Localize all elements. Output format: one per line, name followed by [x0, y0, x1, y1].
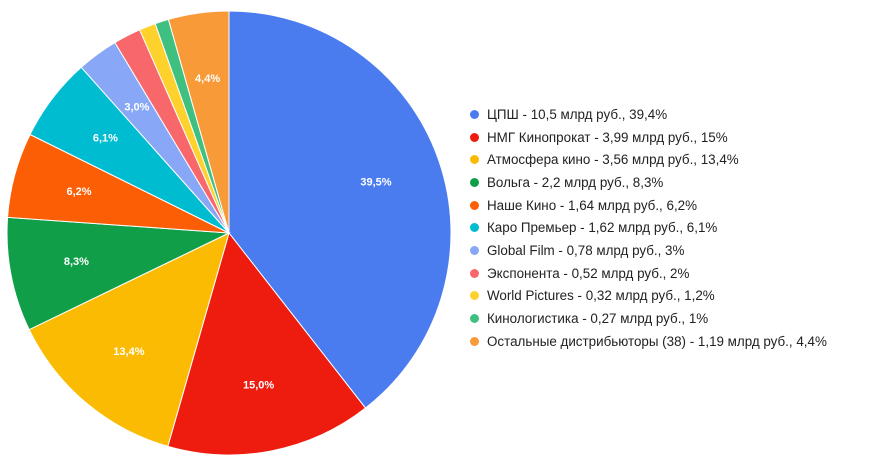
legend-label: Каро Премьер - 1,62 млрд руб., 6,1% — [487, 220, 718, 236]
slice-label: 15,0% — [243, 380, 274, 392]
legend-item: World Pictures - 0,32 млрд руб., 1,2% — [470, 285, 827, 308]
legend-swatch — [470, 155, 479, 165]
legend-label: Экспонента - 0,52 млрд руб., 2% — [487, 265, 690, 281]
chart-legend: ЦПШ - 10,5 млрд руб., 39,4% НМГ Кинопрока… — [470, 103, 827, 353]
legend-label: Global Film - 0,78 млрд руб., 3% — [487, 242, 685, 258]
legend-swatch — [470, 291, 479, 301]
legend-swatch — [470, 177, 479, 187]
legend-label: Вольга - 2,2 млрд руб., 8,3% — [487, 174, 664, 190]
legend-swatch — [470, 223, 479, 233]
legend-item: Наше Кино - 1,64 млрд руб., 6,2% — [470, 194, 827, 217]
legend-swatch — [470, 109, 479, 119]
legend-swatch — [470, 314, 479, 324]
legend-label: World Pictures - 0,32 млрд руб., 1,2% — [487, 288, 715, 304]
slice-label: 6,2% — [66, 186, 91, 198]
slice-labels: 39,5% 15,0% 13,4% 8,3% 6,2% 6,1% 3,0% 4,4% — [64, 73, 392, 392]
pie-slice — [228, 10, 452, 409]
legend-item: Экспонента - 0,52 млрд руб., 2% — [470, 262, 827, 285]
slice-label: 6,1% — [93, 133, 118, 145]
slice-label: 39,5% — [360, 176, 391, 188]
legend-item: Атмосфера кино - 3,56 млрд руб., 13,4% — [470, 148, 827, 171]
legend-swatch — [470, 268, 479, 278]
legend-label: Остальные дистрибьюторы (38) - 1,19 млрд… — [487, 333, 827, 349]
legend-label: Атмосфера кино - 3,56 млрд руб., 13,4% — [487, 152, 739, 168]
legend-label: Наше Кино - 1,64 млрд руб., 6,2% — [487, 197, 698, 213]
legend-item: Остальные дистрибьюторы (38) - 1,19 млрд… — [470, 330, 827, 353]
legend-swatch — [470, 245, 479, 255]
legend-item: ЦПШ - 10,5 млрд руб., 39,4% — [470, 103, 827, 126]
legend-swatch — [470, 132, 479, 142]
pie-slice — [28, 232, 230, 448]
legend-label: ЦПШ - 10,5 млрд руб., 39,4% — [487, 106, 668, 122]
slice-label: 4,4% — [195, 73, 220, 85]
legend-label: Кинологистика - 0,27 млрд руб., 1% — [487, 311, 709, 327]
legend-swatch — [470, 200, 479, 210]
legend-item: Каро Премьер - 1,62 млрд руб., 6,1% — [470, 216, 827, 239]
slice-label: 13,4% — [113, 346, 144, 358]
pie-slice — [167, 10, 230, 234]
legend-item: Global Film - 0,78 млрд руб., 3% — [470, 239, 827, 262]
legend-item: Кинологистика - 0,27 млрд руб., 1% — [470, 307, 827, 330]
slice-label: 3,0% — [124, 102, 149, 114]
slice-label: 8,3% — [64, 256, 89, 268]
legend-item: Вольга - 2,2 млрд руб., 8,3% — [470, 171, 827, 194]
legend-item: НМГ Кинопрокат - 3,99 млрд руб., 15% — [470, 126, 827, 149]
legend-label: НМГ Кинопрокат - 3,99 млрд руб., 15% — [487, 129, 728, 145]
pie-slice — [6, 216, 231, 331]
pie-slice — [167, 231, 367, 456]
legend-swatch — [470, 336, 479, 346]
